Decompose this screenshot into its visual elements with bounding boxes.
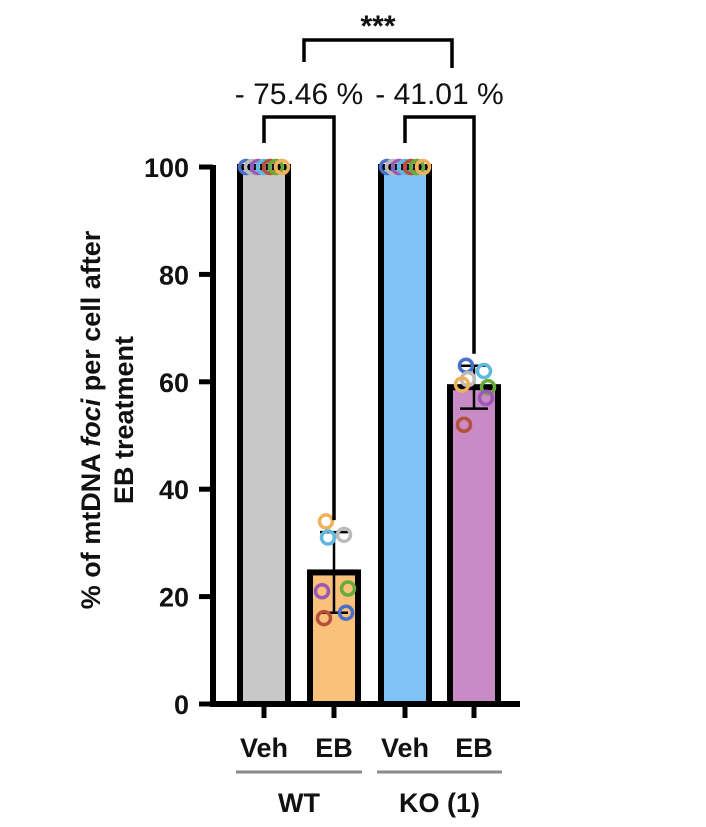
data-point [414, 158, 432, 176]
y-tick-label: 0 [174, 690, 189, 720]
bar-2 [378, 164, 432, 707]
comparison-bracket-0 [262, 115, 336, 521]
y-axis-label-line1: % of mtDNA foci per cell after [76, 230, 106, 609]
group-label: KO (1) [399, 788, 480, 818]
data-point [408, 158, 426, 176]
data-point [313, 582, 331, 600]
data-point [315, 609, 333, 627]
data-point [337, 604, 355, 621]
y-tick-label: 100 [144, 153, 189, 183]
x-category-label: Veh [240, 733, 288, 763]
y-axis-label-line2: EB treatment [109, 336, 139, 504]
y-axis-label: % of mtDNA foci per cell after EB treatm… [76, 230, 139, 609]
data-point [317, 513, 335, 530]
y-tick-label: 40 [159, 475, 189, 505]
data-point [273, 158, 291, 176]
significance-label: *** [360, 10, 395, 43]
data-point [319, 529, 337, 546]
y-tick-label: 80 [159, 260, 189, 290]
y-tick-label: 60 [159, 368, 189, 398]
bar-0 [237, 164, 291, 707]
comparison-bracket-1 [403, 115, 476, 354]
x-category-label: EB [455, 733, 493, 763]
bar-3 [447, 384, 501, 707]
data-point [455, 416, 473, 434]
group-label: WT [278, 788, 320, 818]
significance-bracket [302, 38, 454, 68]
y-tick-label: 20 [159, 583, 189, 613]
x-category-label: Veh [381, 733, 429, 763]
percent-change-label: - 75.46 % [235, 78, 363, 111]
data-point [453, 376, 471, 393]
data-point [475, 362, 493, 380]
percent-change-label: - 41.01 % [375, 78, 503, 111]
x-category-label: EB [315, 733, 353, 763]
data-point [477, 389, 495, 407]
data-point [479, 378, 497, 396]
data-point [339, 580, 357, 597]
data-point [335, 526, 353, 544]
data-point [267, 158, 285, 176]
